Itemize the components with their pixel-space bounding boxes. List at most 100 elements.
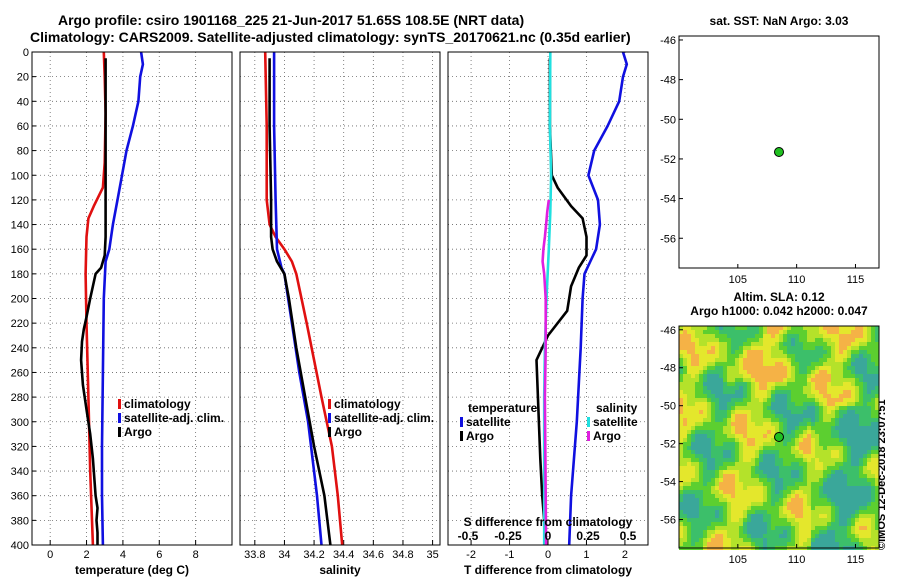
sla-cell [679, 534, 683, 538]
sla-cell [811, 510, 815, 514]
sla-cell [871, 470, 875, 474]
sla-cell [875, 454, 879, 458]
sla-cell [719, 530, 723, 534]
sla-cell [743, 398, 747, 402]
sla-cell [715, 378, 719, 382]
sla-cell [679, 410, 683, 414]
sla-cell [815, 382, 819, 386]
sla-cell [815, 430, 819, 434]
sla-cell [719, 378, 723, 382]
sla-cell [811, 338, 815, 342]
sla-cell [727, 462, 731, 466]
sla-cell [875, 414, 879, 418]
sla-cell [839, 454, 843, 458]
sla-cell [755, 506, 759, 510]
sla-cell [855, 422, 859, 426]
sla-cell [755, 534, 759, 538]
sla-cell [811, 342, 815, 346]
y-tick-label: 20 [17, 72, 29, 84]
sla-cell [771, 522, 775, 526]
sla-cell [751, 410, 755, 414]
sla-cell [755, 418, 759, 422]
sla-cell [739, 442, 743, 446]
sla-cell [791, 490, 795, 494]
sla-cell [691, 498, 695, 502]
sla-cell [875, 434, 879, 438]
sla-cell [719, 502, 723, 506]
sla-cell [711, 514, 715, 518]
sla-cell [747, 358, 751, 362]
sla-cell [715, 470, 719, 474]
sla-cell [703, 418, 707, 422]
sla-cell [763, 346, 767, 350]
sla-cell [831, 526, 835, 530]
sla-cell [787, 350, 791, 354]
sla-cell [859, 466, 863, 470]
sla-cell [715, 362, 719, 366]
sla-cell [819, 354, 823, 358]
sla-cell [843, 390, 847, 394]
sla-cell [775, 374, 779, 378]
sla-cell [735, 338, 739, 342]
sla-cell [811, 402, 815, 406]
sla-cell [723, 470, 727, 474]
sla-cell [783, 502, 787, 506]
sla-cell [695, 458, 699, 462]
sla-cell [767, 526, 771, 530]
sla-cell [699, 350, 703, 354]
sla-cell [695, 510, 699, 514]
sla-cell [715, 486, 719, 490]
sla-cell [715, 510, 719, 514]
sla-cell [703, 534, 707, 538]
sla-cell [743, 402, 747, 406]
sla-cell [719, 342, 723, 346]
sla-cell [871, 442, 875, 446]
sla-cell [835, 342, 839, 346]
sla-cell [763, 514, 767, 518]
sla-cell [767, 466, 771, 470]
sla-cell [855, 370, 859, 374]
sla-cell [687, 326, 691, 330]
sla-cell [795, 474, 799, 478]
sla-cell [783, 478, 787, 482]
sla-cell [811, 366, 815, 370]
sla-cell [855, 450, 859, 454]
sla-cell [815, 386, 819, 390]
sla-cell [835, 330, 839, 334]
sla-cell [835, 522, 839, 526]
sla-cell [751, 458, 755, 462]
sla-cell [847, 382, 851, 386]
sla-cell [763, 530, 767, 534]
sla-cell [871, 542, 875, 546]
sla-cell [707, 326, 711, 330]
sla-cell [787, 518, 791, 522]
sla-cell [739, 398, 743, 402]
x-tick-label: 2 [622, 549, 628, 561]
sla-cell [775, 470, 779, 474]
sla-cell [687, 410, 691, 414]
sla-cell [683, 398, 687, 402]
sla-cell [767, 402, 771, 406]
sla-cell [787, 538, 791, 542]
sla-cell [763, 438, 767, 442]
sla-cell [799, 330, 803, 334]
sla-cell [851, 362, 855, 366]
sla-cell [787, 330, 791, 334]
sla-cell [707, 438, 711, 442]
sla-cell [715, 342, 719, 346]
sla-cell [683, 446, 687, 450]
sla-cell [699, 418, 703, 422]
sla-cell [835, 334, 839, 338]
sla-cell [827, 430, 831, 434]
sla-cell [775, 458, 779, 462]
sla-cell [743, 406, 747, 410]
sla-cell [871, 406, 875, 410]
sla-cell [803, 534, 807, 538]
sla-cell [735, 530, 739, 534]
sla-cell [875, 402, 879, 406]
sla-cell [803, 418, 807, 422]
sla-cell [847, 522, 851, 526]
sla-cell [807, 494, 811, 498]
sla-cell [755, 390, 759, 394]
sla-cell [707, 442, 711, 446]
